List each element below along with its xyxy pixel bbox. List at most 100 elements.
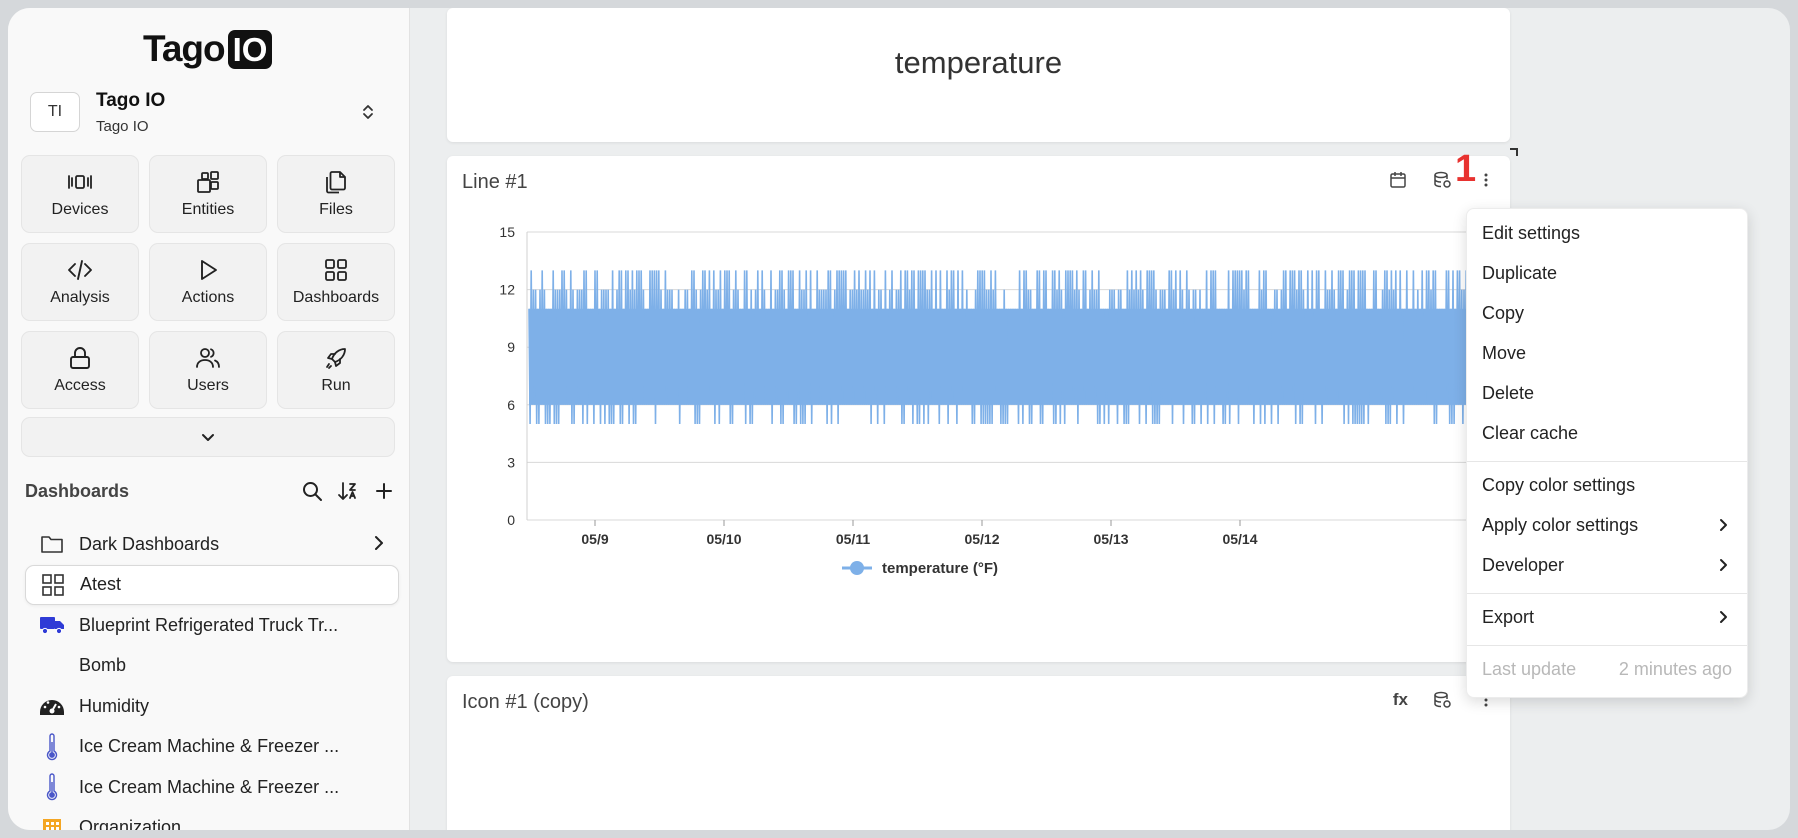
menu-item-export[interactable]: Export	[1467, 597, 1747, 637]
y-tick-label: 0	[507, 512, 515, 528]
database-icon[interactable]	[1432, 690, 1452, 710]
widget-card-temperature[interactable]: temperature	[447, 8, 1510, 142]
code-icon	[68, 260, 92, 280]
chevron-down-icon	[202, 434, 214, 441]
org-switcher[interactable]: TI Tago IO Tago IO	[30, 84, 390, 140]
gauge-icon	[40, 700, 64, 716]
chevron-updown-icon[interactable]	[358, 102, 378, 122]
legend-label: temperature (°F)	[882, 560, 998, 577]
menu-item-apply-color-settings[interactable]: Apply color settings	[1467, 505, 1747, 545]
truck-icon	[40, 617, 64, 635]
dashboard-item[interactable]: Bomb	[25, 646, 399, 687]
building-icon	[43, 818, 61, 830]
x-tick-label: 05/13	[1093, 531, 1128, 547]
legend-marker	[850, 561, 864, 575]
last-update-value: 2 minutes ago	[1618, 659, 1732, 679]
brand-logo[interactable]: Tago IO	[143, 28, 273, 70]
widget-title: temperature	[894, 45, 1063, 80]
menu-divider	[1467, 645, 1747, 646]
users-icon	[196, 348, 220, 368]
database-icon[interactable]	[1432, 170, 1452, 190]
nav-tile-entities[interactable]: Entities	[149, 155, 267, 233]
x-tick-label: 05/14	[1222, 531, 1257, 547]
dashboards-header: Dashboards	[25, 476, 395, 506]
nav-tile-users[interactable]: Users	[149, 331, 267, 409]
nav-tile-files[interactable]: Files	[277, 155, 395, 233]
y-tick-label: 12	[499, 282, 515, 298]
widget-card-line[interactable]: Line #1 0 3 6 9 12 15 05/9 05/10 05/11 05/12 05/13…	[447, 156, 1510, 662]
sidebar: Tago IO TI Tago IO Tago IO Devices Entit…	[8, 8, 410, 830]
dashboard-item[interactable]: Blueprint Refrigerated Truck Tr...	[25, 605, 399, 646]
resize-handle[interactable]	[1510, 148, 1518, 156]
more-vertical-icon[interactable]	[1476, 170, 1496, 190]
nav-tile-dashboards[interactable]: Dashboards	[277, 243, 395, 321]
calendar-icon[interactable]	[1388, 170, 1408, 190]
nav-tile-access[interactable]: Access	[21, 331, 139, 409]
blank-icon	[39, 653, 65, 679]
chevron-right-icon	[375, 536, 383, 550]
last-update-label: Last update	[1482, 659, 1577, 679]
entities-icon	[197, 171, 219, 193]
chevron-right-icon	[1720, 611, 1727, 623]
menu-item-developer[interactable]: Developer	[1467, 545, 1747, 585]
chevron-right-icon	[1720, 559, 1727, 571]
thermometer-icon	[46, 733, 58, 760]
dashboard-item[interactable]: Dark Dashboards	[25, 524, 399, 565]
thermometer-icon	[46, 773, 58, 801]
menu-item-duplicate[interactable]: Duplicate	[1482, 262, 1558, 283]
org-avatar: TI	[30, 92, 80, 132]
menu-item-move[interactable]: Move	[1482, 342, 1527, 363]
rocket-icon	[326, 348, 346, 369]
nav-tile-actions[interactable]: Actions	[149, 243, 267, 321]
menu-item-clear-cache[interactable]: Clear cache	[1482, 422, 1579, 443]
y-tick-label: 9	[507, 339, 515, 355]
annotation-marker: 1	[1455, 148, 1477, 190]
x-tick-label: 05/11	[836, 531, 870, 547]
folder-icon	[41, 536, 63, 554]
formula-button[interactable]: fx	[1392, 690, 1408, 709]
widget-card-icon[interactable]: Icon #1 (copy) fx	[447, 676, 1510, 830]
nav-tile-run[interactable]: Run	[277, 331, 395, 409]
menu-item-copy[interactable]: Copy	[1482, 302, 1525, 323]
x-tick-label: 05/10	[706, 531, 741, 547]
y-tick-label: 3	[507, 454, 515, 470]
app-window: Tago IO TI Tago IO Tago IO Devices Entit…	[8, 8, 1790, 830]
nav-tile-devices[interactable]: Devices	[21, 155, 139, 233]
devices-icon	[68, 175, 92, 189]
grid-icon	[325, 259, 347, 281]
search-icon[interactable]	[301, 480, 323, 502]
nav-tiles: Devices Entities Files Analysis Actions …	[21, 155, 405, 409]
dashboard-list: Dark Dashboards Atest Blueprint Refriger…	[25, 524, 399, 830]
x-tick-label: 05/12	[964, 531, 999, 547]
dashboard-item[interactable]: Organization	[25, 808, 399, 830]
widget-context-menu: Edit settings Duplicate Copy Move Delete…	[1466, 208, 1748, 698]
dashboard-item[interactable]: Humidity	[25, 686, 399, 727]
series-line	[528, 270, 1507, 425]
menu-item-delete[interactable]: Delete	[1482, 382, 1535, 403]
dashboard-item[interactable]: Ice Cream Machine & Freezer ...	[25, 767, 399, 808]
grid-icon	[42, 573, 64, 596]
widget-title: Line #1	[462, 171, 528, 193]
menu-item-copy-color-settings[interactable]: Copy color settings	[1482, 474, 1636, 495]
dashboard-item[interactable]: Ice Cream Machine & Freezer ...	[25, 727, 399, 768]
x-tick-label: 05/9	[581, 531, 608, 547]
play-icon	[201, 260, 217, 280]
chevron-right-icon	[1720, 519, 1727, 531]
menu-item-edit-settings[interactable]: Edit settings	[1482, 222, 1581, 243]
expand-nav-button[interactable]	[21, 417, 395, 457]
org-name: Tago IO	[96, 89, 166, 111]
add-icon[interactable]	[373, 480, 395, 502]
files-icon	[326, 171, 346, 194]
org-subtitle: Tago IO	[96, 117, 149, 135]
line-chart: 0 3 6 9 12 15 05/9 05/10 05/11 05/12 05/13 05/14 tem…	[499, 224, 1507, 577]
menu-divider	[1467, 593, 1747, 594]
y-tick-label: 6	[507, 397, 515, 413]
menu-last-update: Last update 2 minutes ago	[1482, 659, 1732, 680]
y-tick-label: 15	[499, 224, 515, 240]
lock-icon	[70, 347, 90, 369]
dashboard-item-active[interactable]: Atest	[25, 564, 399, 605]
nav-tile-analysis[interactable]: Analysis	[21, 243, 139, 321]
sort-icon[interactable]	[337, 480, 359, 502]
dashboards-title: Dashboards	[25, 480, 130, 501]
widget-title: Icon #1 (copy)	[462, 691, 589, 713]
